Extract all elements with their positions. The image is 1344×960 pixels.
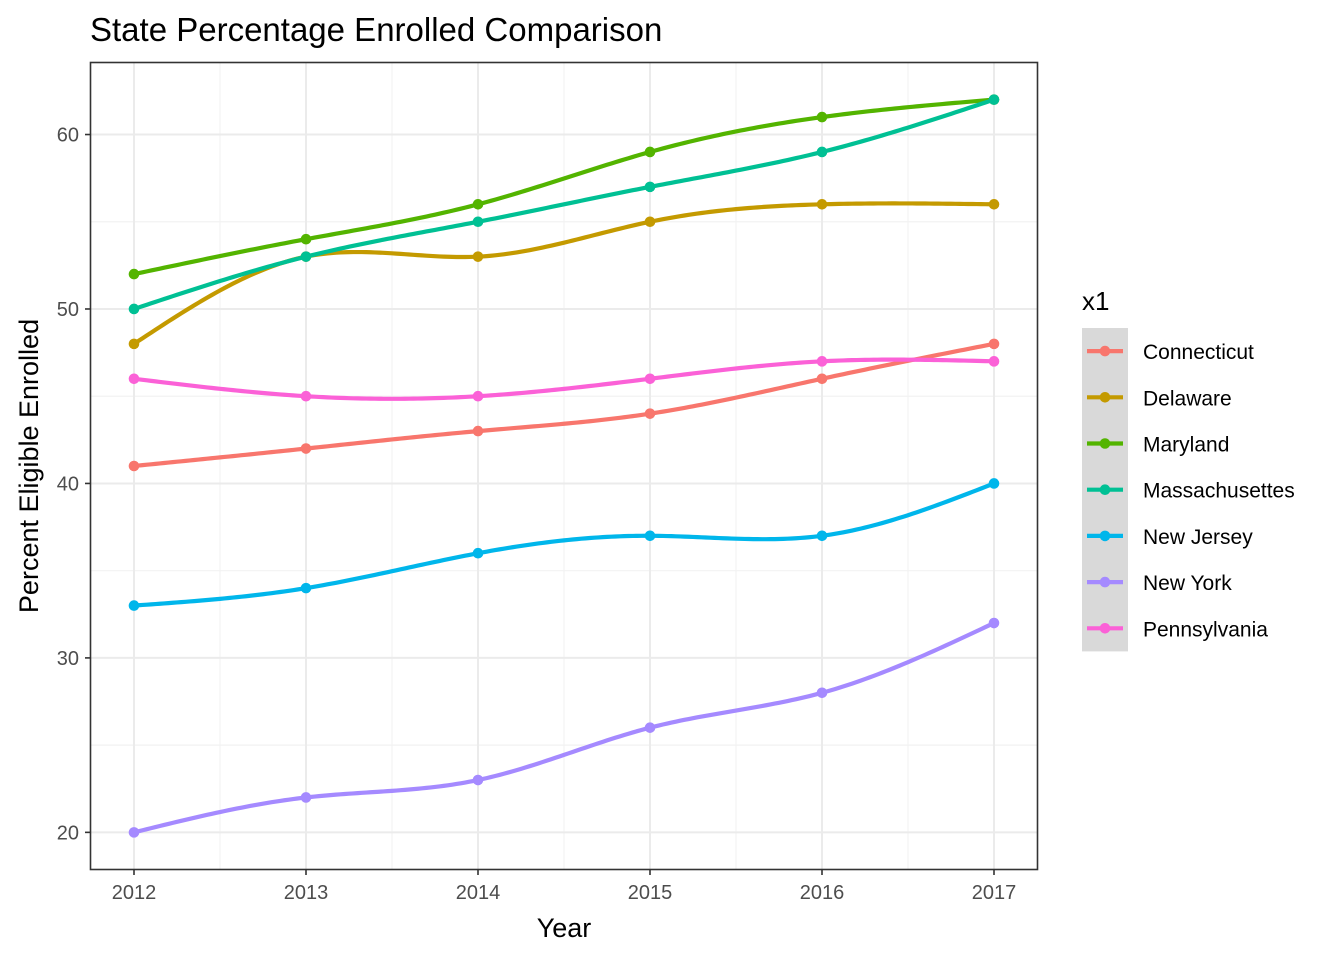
data-point-connecticut bbox=[472, 425, 484, 437]
data-point-massachusettes bbox=[472, 216, 484, 228]
data-point-massachusettes bbox=[816, 146, 828, 158]
data-point-new-jersey bbox=[988, 478, 1000, 489]
grid bbox=[91, 63, 1037, 869]
legend-label: Maryland bbox=[1143, 434, 1229, 457]
y-tick-label: 60 bbox=[57, 125, 79, 147]
legend-item-delaware: Delaware bbox=[1087, 387, 1232, 410]
data-point-maryland bbox=[128, 268, 140, 280]
data-point-new-york bbox=[128, 827, 140, 838]
legend-item-massachusettes: Massachusettes bbox=[1087, 480, 1295, 503]
series-line-new-jersey bbox=[131, 481, 997, 608]
legend-key-point bbox=[1099, 623, 1111, 634]
data-point-new-jersey bbox=[128, 600, 140, 611]
series-line-maryland bbox=[131, 97, 997, 277]
legend-label: New Jersey bbox=[1143, 526, 1253, 549]
data-point-maryland bbox=[816, 111, 828, 123]
legend-label: Pennsylvania bbox=[1143, 618, 1268, 641]
data-point-maryland bbox=[300, 233, 312, 245]
legend-key-point bbox=[1099, 576, 1111, 588]
data-point-delaware bbox=[988, 199, 1000, 210]
plot-panel-border bbox=[89, 61, 1039, 871]
legend-key-point bbox=[1099, 438, 1111, 449]
data-point-new-jersey bbox=[300, 582, 312, 594]
data-point-delaware bbox=[644, 216, 656, 228]
data-point-delaware bbox=[128, 338, 140, 350]
series-new-jersey bbox=[128, 478, 1000, 611]
y-axis-title: Percent Eligible Enrolled bbox=[14, 319, 44, 613]
data-point-new-jersey bbox=[644, 530, 656, 542]
data-point-new-york bbox=[816, 687, 828, 699]
data-point-new-york bbox=[300, 792, 312, 803]
data-point-massachusettes bbox=[300, 251, 312, 262]
data-point-delaware bbox=[472, 251, 484, 262]
legend-item-maryland: Maryland bbox=[1087, 434, 1229, 457]
data-point-pennsylvania bbox=[472, 390, 484, 402]
legend-key-point bbox=[1099, 530, 1111, 542]
series-new-york bbox=[128, 617, 1000, 838]
legend-item-new-york: New York bbox=[1087, 572, 1232, 595]
legend-item-pennsylvania: Pennsylvania bbox=[1087, 618, 1268, 641]
data-point-connecticut bbox=[988, 338, 1000, 350]
legend-label: Connecticut bbox=[1143, 341, 1254, 364]
data-point-massachusettes bbox=[128, 303, 140, 315]
legend-key-point bbox=[1099, 392, 1111, 403]
data-point-maryland bbox=[472, 199, 484, 210]
data-point-massachusettes bbox=[644, 181, 656, 193]
data-point-new-york bbox=[472, 774, 484, 786]
data-point-pennsylvania bbox=[128, 373, 140, 385]
chart-title: State Percentage Enrolled Comparison bbox=[90, 11, 662, 48]
legend-label: Massachusettes bbox=[1143, 480, 1295, 503]
y-tick-label: 40 bbox=[57, 473, 79, 495]
data-point-pennsylvania bbox=[300, 390, 312, 402]
data-point-connecticut bbox=[300, 443, 312, 454]
data-point-connecticut bbox=[816, 373, 828, 385]
x-axis-title: Year bbox=[537, 913, 592, 943]
legend-title: x1 bbox=[1082, 286, 1109, 316]
x-tick-label: 2017 bbox=[972, 882, 1017, 904]
x-tick-label: 2012 bbox=[112, 882, 157, 904]
data-point-delaware bbox=[816, 199, 828, 210]
series-line-pennsylvania bbox=[131, 357, 997, 401]
legend-key-point bbox=[1099, 484, 1111, 496]
x-tick-label: 2014 bbox=[456, 882, 501, 904]
y-tick-label: 50 bbox=[57, 299, 79, 321]
legend: x1 Connecticut Delaware Maryland Massachuse… bbox=[1082, 286, 1295, 652]
series-massachusettes bbox=[128, 94, 1000, 315]
x-axis: 2012 2013 2014 2015 2016 2017 bbox=[112, 869, 1017, 904]
y-axis: 20 30 40 50 60 bbox=[57, 125, 91, 844]
legend-key-point bbox=[1099, 345, 1111, 357]
data-point-massachusettes bbox=[988, 94, 1000, 105]
series-pennsylvania bbox=[128, 356, 1000, 402]
y-tick-label: 20 bbox=[57, 822, 79, 844]
legend-label: Delaware bbox=[1143, 387, 1232, 410]
data-point-connecticut bbox=[644, 408, 656, 419]
data-point-new-york bbox=[988, 617, 1000, 629]
x-tick-label: 2016 bbox=[800, 882, 845, 904]
legend-item-new-jersey: New Jersey bbox=[1087, 526, 1253, 549]
data-point-connecticut bbox=[128, 460, 140, 472]
series-line-massachusettes bbox=[131, 97, 997, 312]
data-point-maryland bbox=[644, 146, 656, 158]
data-point-new-jersey bbox=[472, 547, 484, 559]
data-point-pennsylvania bbox=[644, 373, 656, 385]
series-line-connecticut bbox=[131, 341, 997, 469]
series-connecticut bbox=[128, 338, 1000, 472]
data-point-new-jersey bbox=[816, 530, 828, 542]
data-point-new-york bbox=[644, 722, 656, 733]
series-line-new-york bbox=[131, 620, 997, 835]
data-point-pennsylvania bbox=[988, 356, 1000, 367]
x-tick-label: 2013 bbox=[284, 882, 329, 904]
legend-item-connecticut: Connecticut bbox=[1087, 341, 1254, 364]
series-layer bbox=[128, 94, 1000, 838]
series-maryland bbox=[128, 94, 1000, 280]
y-tick-label: 30 bbox=[57, 648, 79, 670]
legend-label: New York bbox=[1143, 572, 1232, 595]
data-point-pennsylvania bbox=[816, 356, 828, 367]
x-tick-label: 2015 bbox=[628, 882, 673, 904]
